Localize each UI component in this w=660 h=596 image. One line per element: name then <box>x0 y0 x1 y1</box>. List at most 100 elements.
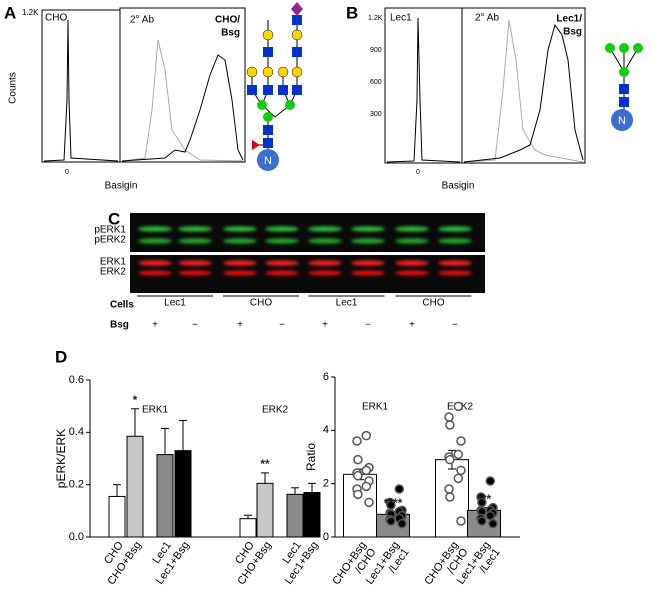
data-point <box>456 465 466 476</box>
lane-labels: Lec1 CHO Lec1 CHO + − + − + − + − <box>137 295 472 331</box>
data-point <box>353 470 363 481</box>
significance: * <box>133 393 138 407</box>
group-label: ERK2 <box>262 405 289 416</box>
data-point <box>453 449 464 460</box>
blot-bands <box>138 226 472 276</box>
data-point <box>485 476 496 486</box>
group-label: ERK1 <box>362 402 389 413</box>
y-tick-label: 6 <box>323 371 329 383</box>
glycan <box>246 2 303 171</box>
band <box>395 260 429 266</box>
significance: *** <box>477 492 491 506</box>
y-tick-label: 0.6 <box>69 374 84 386</box>
bar <box>286 493 304 538</box>
bsg-label: − <box>192 320 198 331</box>
cell-label: CHO <box>250 298 272 309</box>
band <box>265 238 299 244</box>
band-label: pERK1 <box>94 225 126 236</box>
bsg-label: + <box>152 320 158 331</box>
data-point <box>352 436 362 446</box>
plot-title: 2° Ab <box>475 13 499 24</box>
band <box>223 270 257 276</box>
group-label: ERK1 <box>142 405 169 416</box>
cell-label: Lec1 <box>164 298 186 309</box>
bar <box>126 435 144 538</box>
band <box>438 226 472 232</box>
band <box>351 238 385 244</box>
band <box>223 238 257 244</box>
histogram-curve <box>43 19 119 162</box>
plot-frame <box>119 7 246 163</box>
x-tick-label: 0 <box>416 169 420 176</box>
band <box>223 226 257 232</box>
glycan-label: N <box>264 155 272 167</box>
band <box>138 238 172 244</box>
band <box>438 270 472 276</box>
category-label: Lec1+Bsg/Lec1 <box>364 540 412 587</box>
x-tick-label: 0 <box>65 169 69 176</box>
band <box>178 270 212 276</box>
y-tick-label: 2 <box>323 478 329 490</box>
band <box>265 260 299 266</box>
y-axis-label: pERK/ERK <box>54 429 68 488</box>
histogram-curve <box>463 19 584 163</box>
panel-label: C <box>108 209 120 228</box>
data-point <box>445 420 455 430</box>
bsg-label: + <box>409 320 415 331</box>
data-point <box>397 518 407 529</box>
sample-label: CHO/ <box>215 15 240 26</box>
y-tick-label: 1.2K <box>22 8 39 17</box>
data-point <box>453 473 464 484</box>
plot-frame <box>461 7 586 164</box>
glycan <box>605 43 643 131</box>
plot-title: CHO <box>45 13 67 24</box>
y-tick-label: 600 <box>370 79 382 86</box>
data-point <box>456 516 466 526</box>
band <box>178 226 212 232</box>
band <box>438 260 472 266</box>
x-axis-label: Basigin <box>105 181 138 192</box>
band <box>265 270 299 276</box>
y-axis-label: Ratio <box>304 443 318 471</box>
band-label: ERK2 <box>100 267 127 278</box>
data-point <box>353 489 363 500</box>
histogram-curve <box>121 39 244 162</box>
data-point <box>394 484 405 494</box>
y-tick-label: 300 <box>370 111 382 118</box>
data-point <box>364 497 374 508</box>
bsg-label: + <box>322 320 328 331</box>
glycan-label: N <box>618 115 626 127</box>
band <box>438 238 472 244</box>
plot-frame <box>384 7 463 164</box>
row-label: Cells <box>110 300 134 311</box>
panel-label: D <box>55 347 67 366</box>
data-point <box>445 454 455 465</box>
bsg-label: − <box>452 320 458 331</box>
band <box>308 238 342 244</box>
band-label: pERK2 <box>94 235 126 246</box>
data-point <box>361 430 372 441</box>
y-tick-label: 0 <box>323 531 329 543</box>
data-point <box>361 481 372 492</box>
bar <box>303 492 321 538</box>
panel-label: B <box>346 3 358 22</box>
x-axis-label: Basigin <box>442 181 475 192</box>
significance: ** <box>260 457 270 471</box>
bsg-label: − <box>365 320 371 331</box>
bsg-label: + <box>237 320 243 331</box>
data-point <box>386 516 396 526</box>
band <box>178 260 212 266</box>
band-label: ERK1 <box>100 257 127 268</box>
data-point <box>361 465 372 476</box>
y-tick-label: 1.2K <box>368 15 383 22</box>
band <box>395 238 429 244</box>
data-point <box>444 412 454 422</box>
band <box>223 260 257 266</box>
bar <box>174 450 192 538</box>
panel-label: A <box>4 3 16 22</box>
significance: **** <box>384 496 403 510</box>
data-point <box>353 454 363 465</box>
band <box>395 226 429 232</box>
y-tick-label: 0.4 <box>69 426 84 438</box>
